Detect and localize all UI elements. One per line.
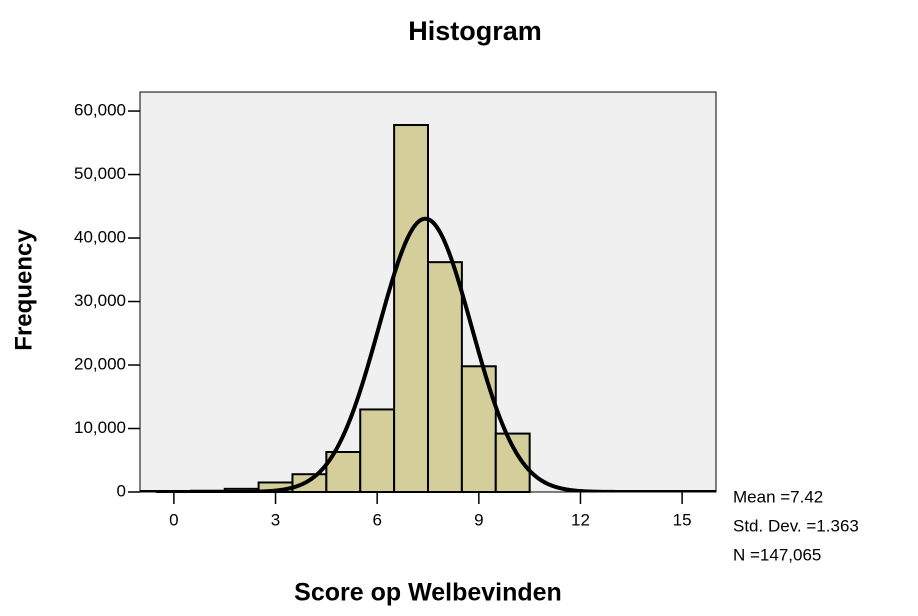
- x-tick-label: 15: [673, 510, 692, 529]
- y-axis-label: Frequency: [10, 229, 37, 351]
- stat-label: Std. Dev. =1.363: [733, 516, 859, 535]
- chart-title: Histogram: [408, 16, 542, 46]
- y-tick-label: 20,000: [74, 355, 126, 374]
- bar: [393, 124, 429, 494]
- stat-label: N =147,065: [733, 545, 821, 564]
- y-tick-label: 10,000: [74, 418, 126, 437]
- y-tick-label: 30,000: [74, 291, 126, 310]
- bar: [460, 365, 497, 493]
- x-tick-label: 6: [372, 510, 381, 529]
- normal-curve: [140, 216, 716, 492]
- x-tick-label: 12: [571, 510, 590, 529]
- x-tick-label: 3: [271, 510, 280, 529]
- y-tick-label: 40,000: [74, 228, 126, 247]
- stat-label: Mean =7.42: [733, 487, 823, 506]
- y-tick-label: 60,000: [74, 101, 126, 120]
- x-axis-label: Score op Welbevinden: [294, 579, 562, 607]
- x-tick-label: 9: [474, 510, 483, 529]
- y-tick-label: 50,000: [74, 164, 126, 183]
- bar: [291, 473, 328, 494]
- bar: [427, 261, 463, 493]
- bar: [359, 408, 396, 494]
- y-tick-label: 0: [117, 481, 126, 500]
- x-tick-label: 0: [169, 510, 178, 529]
